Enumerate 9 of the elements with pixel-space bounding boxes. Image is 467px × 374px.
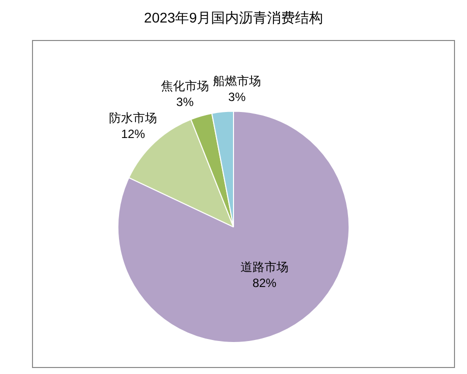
slice-label: 防水市场 — [109, 110, 158, 125]
chart-title: 2023年9月国内沥青消费结构 — [144, 9, 323, 26]
data-label: 3% — [228, 90, 246, 104]
data-label: 12% — [121, 126, 146, 141]
slice-label: 焦化市场 — [160, 79, 209, 94]
slice-label: 船燃市场 — [212, 74, 261, 88]
data-label: 82% — [252, 276, 277, 290]
slice-label: 道路市场 — [240, 260, 288, 274]
data-label: 3% — [176, 95, 194, 110]
